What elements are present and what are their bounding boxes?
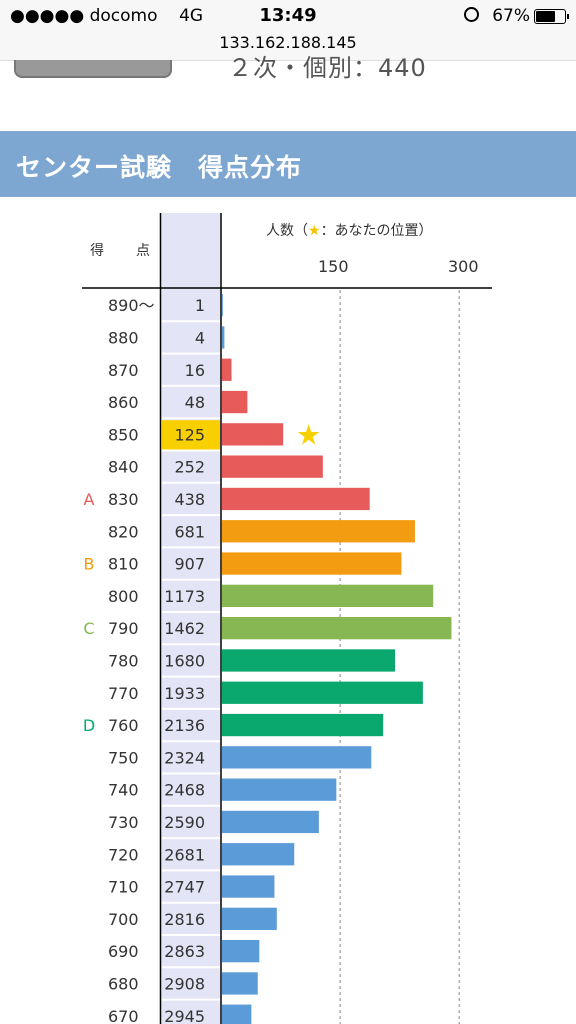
score-label: 820	[108, 522, 139, 541]
cumulative-count: 681	[174, 522, 205, 541]
your-position-star-icon: ★	[296, 418, 321, 451]
bar	[222, 713, 384, 737]
grade-label-A: A	[84, 490, 95, 509]
cumulative-count: 2468	[164, 781, 205, 800]
grade-label-D: D	[83, 716, 95, 735]
cumulative-count: 2908	[164, 974, 205, 993]
cumulative-count: 1680	[164, 651, 205, 670]
score-label: 880	[108, 328, 139, 347]
score-label: 730	[108, 813, 139, 832]
bars-header: 人数（★：あなたの位置）	[266, 223, 433, 239]
bar	[222, 810, 319, 834]
bar	[222, 875, 275, 898]
score-label: 670	[108, 1007, 139, 1024]
score-label: 870	[108, 361, 139, 380]
score-label: 740	[108, 781, 139, 800]
cumulative-count: 1	[195, 296, 205, 315]
bar	[222, 552, 402, 575]
score-label: 690	[108, 942, 139, 961]
bar	[222, 972, 258, 995]
score-label: 780	[108, 651, 139, 670]
bar	[222, 455, 323, 478]
bar	[222, 681, 423, 704]
score-label: 850	[108, 425, 139, 444]
score-label: 810	[108, 555, 139, 574]
bar	[222, 843, 295, 866]
score-label: 860	[108, 393, 139, 412]
bar	[222, 423, 284, 446]
cumulative-count: 2816	[164, 910, 205, 929]
bar	[222, 1004, 252, 1024]
bar	[222, 520, 415, 543]
score-label: 770	[108, 684, 139, 703]
bar	[222, 390, 248, 414]
cumulative-count: 16	[185, 361, 205, 380]
score-label: 890〜	[108, 296, 155, 315]
score-label: 760	[108, 716, 139, 735]
bar	[222, 294, 223, 317]
cumulative-count: 2324	[164, 748, 205, 767]
cumulative-count: 125	[174, 425, 205, 444]
section-header: センター試験 得点分布	[0, 131, 576, 197]
score-label: 790	[108, 619, 139, 638]
carrier-label: ●●●●● docomo	[10, 6, 158, 26]
star-icon: ★	[308, 223, 321, 239]
cumulative-count: 2590	[164, 813, 205, 832]
score-label: 830	[108, 490, 139, 509]
cumulative-count: 4	[195, 328, 205, 347]
cumulative-count: 2681	[164, 845, 205, 864]
score-label: 680	[108, 974, 139, 993]
secondary-score-text: ２次・個別：440	[228, 54, 427, 82]
battery-percent: 67%	[492, 6, 530, 26]
cumulative-count: 2747	[164, 878, 205, 897]
network-label: 4G	[179, 6, 204, 26]
cumulative-count: 2136	[164, 716, 205, 735]
bar	[222, 358, 232, 381]
cumulative-count: 438	[174, 490, 205, 509]
cumulative-count: 2863	[164, 942, 205, 961]
tick-label-150: 150	[318, 257, 349, 276]
bar	[222, 617, 452, 640]
count-column-bg	[161, 213, 220, 1024]
score-label: 800	[108, 587, 139, 606]
bar	[222, 584, 434, 607]
bar	[222, 649, 396, 672]
cumulative-count: 252	[174, 458, 205, 477]
score-header-1: 得	[90, 243, 104, 259]
bar	[222, 940, 260, 963]
section-title: センター試験 得点分布	[16, 153, 303, 182]
score-label: 750	[108, 748, 139, 767]
clock: 13:49	[259, 5, 317, 26]
score-label: 840	[108, 458, 139, 477]
bar	[222, 778, 337, 801]
cumulative-count: 1173	[164, 587, 205, 606]
your-position-cell	[162, 420, 220, 450]
score-label: 710	[108, 878, 139, 897]
battery-icon	[534, 9, 569, 24]
bar	[222, 326, 225, 349]
alarm-icon	[463, 7, 479, 22]
grade-label-C: C	[83, 619, 94, 638]
bar	[222, 746, 372, 769]
grade-label-B: B	[84, 555, 95, 574]
bar	[222, 907, 277, 930]
score-header-2: 点	[136, 243, 150, 259]
scrolled-button[interactable]	[14, 60, 172, 78]
score-label: 720	[108, 845, 139, 864]
bar	[222, 487, 370, 511]
cumulative-count: 1462	[164, 619, 205, 638]
status-bar: ●●●●● docomo 4G 13:49 67% 133.162.188.14…	[0, 0, 576, 61]
cumulative-count: 48	[185, 393, 205, 412]
battery-fill	[536, 11, 555, 22]
cumulative-count: 907	[174, 555, 205, 574]
address-bar[interactable]: 133.162.188.145	[219, 33, 357, 52]
score-label: 700	[108, 910, 139, 929]
tick-label-300: 300	[448, 257, 479, 276]
cumulative-count: 1933	[164, 684, 205, 703]
cumulative-count: 2945	[164, 1007, 205, 1024]
